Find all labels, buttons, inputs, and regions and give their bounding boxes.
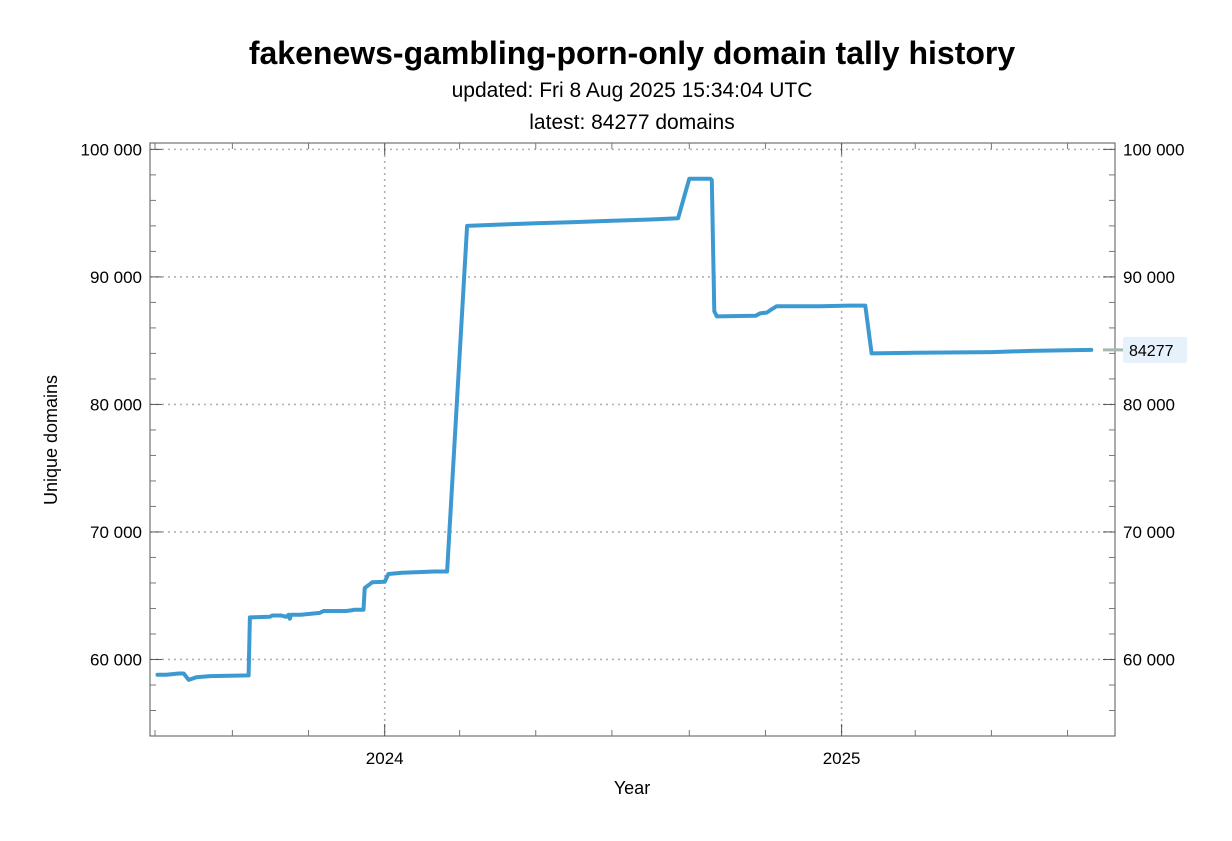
tick-labels: 60 000 60 000 70 000 70 000 80 000 80 000 90 0… bbox=[81, 140, 1185, 768]
series-line bbox=[155, 176, 1094, 682]
latest-callout: 84277 bbox=[1103, 336, 1187, 363]
chart-subtitle-updated: updated: Fri 8 Aug 2025 15:34:04 UTC bbox=[452, 79, 813, 102]
x-tick-label: 2024 bbox=[366, 749, 404, 768]
y-tick-label-right: 100 000 bbox=[1123, 140, 1184, 159]
y-axis-label: Unique domains bbox=[41, 375, 61, 505]
chart-subtitle-latest: latest: 84277 domains bbox=[529, 111, 734, 134]
y-tick-label-right: 60 000 bbox=[1123, 650, 1175, 669]
y-tick-label-left: 100 000 bbox=[81, 140, 142, 159]
x-tick-label: 2025 bbox=[823, 749, 861, 768]
chart-title: fakenews-gambling-porn-only domain tally… bbox=[249, 35, 1016, 71]
callout-label: 84277 bbox=[1129, 343, 1174, 360]
grid bbox=[150, 143, 1115, 736]
x-axis-label: Year bbox=[614, 778, 650, 798]
plot-frame bbox=[149, 142, 1116, 737]
y-tick-label-left: 70 000 bbox=[90, 523, 142, 542]
series bbox=[155, 176, 1094, 682]
y-tick-label-left: 90 000 bbox=[90, 268, 142, 287]
y-tick-label-right: 90 000 bbox=[1123, 268, 1175, 287]
y-tick-label-left: 80 000 bbox=[90, 395, 142, 414]
y-tick-label-right: 80 000 bbox=[1123, 395, 1175, 414]
axis-ticks bbox=[150, 143, 1115, 736]
callout-box bbox=[1123, 336, 1187, 363]
y-tick-label-right: 70 000 bbox=[1123, 523, 1175, 542]
y-tick-label-left: 60 000 bbox=[90, 650, 142, 669]
